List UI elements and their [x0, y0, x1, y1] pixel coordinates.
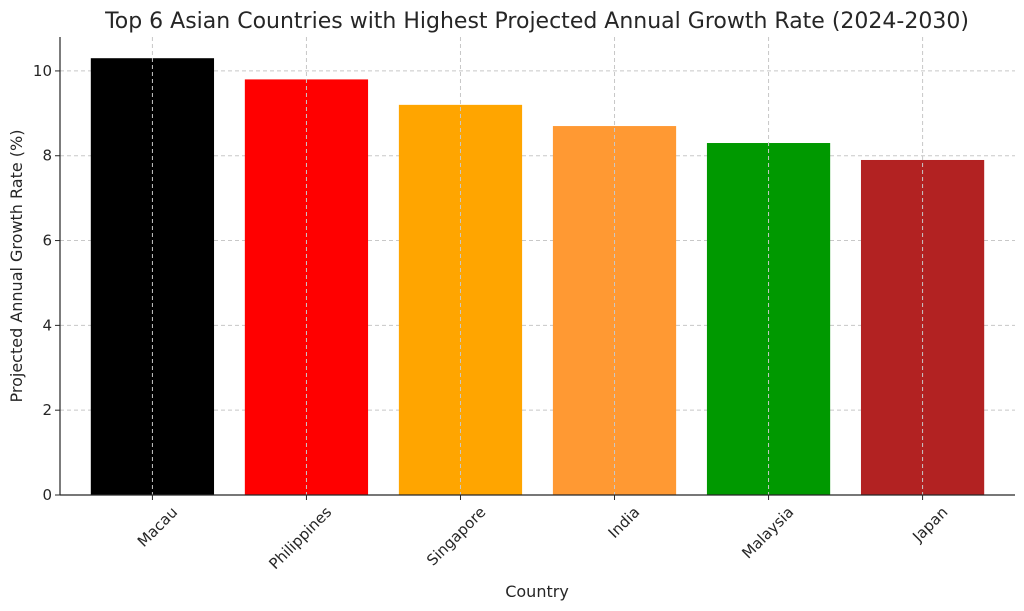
- chart-title: Top 6 Asian Countries with Highest Proje…: [104, 9, 969, 34]
- x-tick-label-india: India: [605, 503, 644, 542]
- y-axis-label: Projected Annual Growth Rate (%): [7, 130, 26, 403]
- y-tick-label: 6: [42, 232, 52, 250]
- x-grid-layer: [151, 37, 924, 495]
- y-tick-label: 0: [42, 486, 52, 504]
- x-axis-label: Country: [505, 582, 569, 601]
- y-tick-label: 4: [42, 316, 52, 334]
- x-tick-label-philippines: Philippines: [265, 503, 335, 573]
- y-tick-label: 10: [33, 62, 52, 80]
- x-tick-label-japan: Japan: [908, 503, 951, 546]
- y-tick-label: 8: [42, 147, 52, 165]
- y-tick-label: 2: [42, 401, 52, 419]
- x-tick-label-macau: Macau: [134, 503, 181, 550]
- bar-layer: [90, 58, 985, 496]
- x-tick-label-singapore: Singapore: [423, 503, 489, 569]
- x-tick-label-malaysia: Malaysia: [738, 503, 797, 562]
